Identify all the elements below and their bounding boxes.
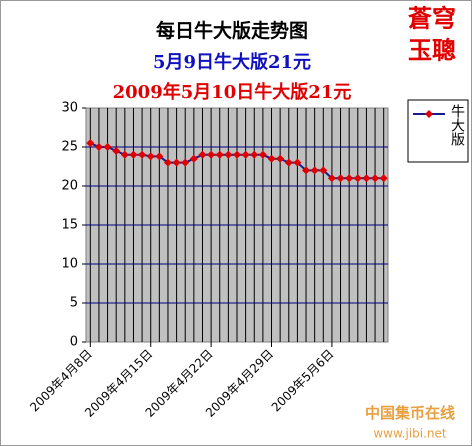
- y-tick-label: 25: [61, 140, 78, 155]
- data-point: [163, 158, 172, 167]
- data-point: [207, 150, 216, 159]
- data-point: [276, 154, 285, 163]
- data-point: [379, 174, 388, 183]
- data-point: [215, 150, 224, 159]
- data-point: [319, 166, 328, 175]
- data-point: [233, 150, 241, 159]
- data-point: [146, 152, 155, 161]
- data-point: [94, 143, 103, 151]
- y-tick-label: 0: [70, 335, 78, 350]
- logo-text: 玉聰: [408, 36, 456, 65]
- data-point: [353, 174, 362, 183]
- data-point: [293, 158, 302, 167]
- y-tick-label: 20: [61, 179, 78, 194]
- data-point: [172, 158, 181, 167]
- data-point: [155, 152, 164, 161]
- data-point: [189, 154, 198, 163]
- data-point: [250, 150, 259, 159]
- data-point: [181, 158, 190, 167]
- data-point: [112, 146, 121, 155]
- data-point: [345, 174, 354, 183]
- y-tick-label: 10: [61, 257, 78, 272]
- data-point: [267, 154, 276, 163]
- data-point: [284, 158, 293, 167]
- chart-title: 每日牛大版走势图: [156, 19, 308, 42]
- logo-text: 蒼穹: [408, 4, 456, 33]
- data-point: [336, 174, 345, 183]
- data-point: [86, 139, 95, 148]
- legend-label: 牛大版: [449, 104, 465, 147]
- data-point: [129, 150, 138, 159]
- data-point: [371, 174, 380, 183]
- data-point: [362, 174, 371, 183]
- chart-subtitle: 2009年5月10日牛大版21元: [113, 81, 352, 103]
- data-point: [120, 150, 129, 159]
- data-point: [302, 166, 311, 175]
- data-point: [224, 150, 233, 159]
- y-tick-label: 30: [61, 101, 78, 116]
- data-point: [310, 166, 319, 175]
- chart-subtitle: 5月9日牛大版21元: [153, 51, 311, 73]
- y-tick-label: 5: [70, 296, 78, 311]
- legend-box: [407, 99, 469, 163]
- y-tick-label: 15: [61, 218, 78, 233]
- data-point: [138, 150, 147, 159]
- watermark: 中国集币在线: [365, 404, 455, 422]
- data-point: [258, 150, 267, 159]
- data-point: [327, 174, 336, 183]
- watermark-url: www.jibi.net: [373, 427, 447, 441]
- data-point: [241, 150, 250, 159]
- data-point: [103, 143, 112, 151]
- data-point: [198, 150, 207, 159]
- legend-marker: [425, 110, 433, 118]
